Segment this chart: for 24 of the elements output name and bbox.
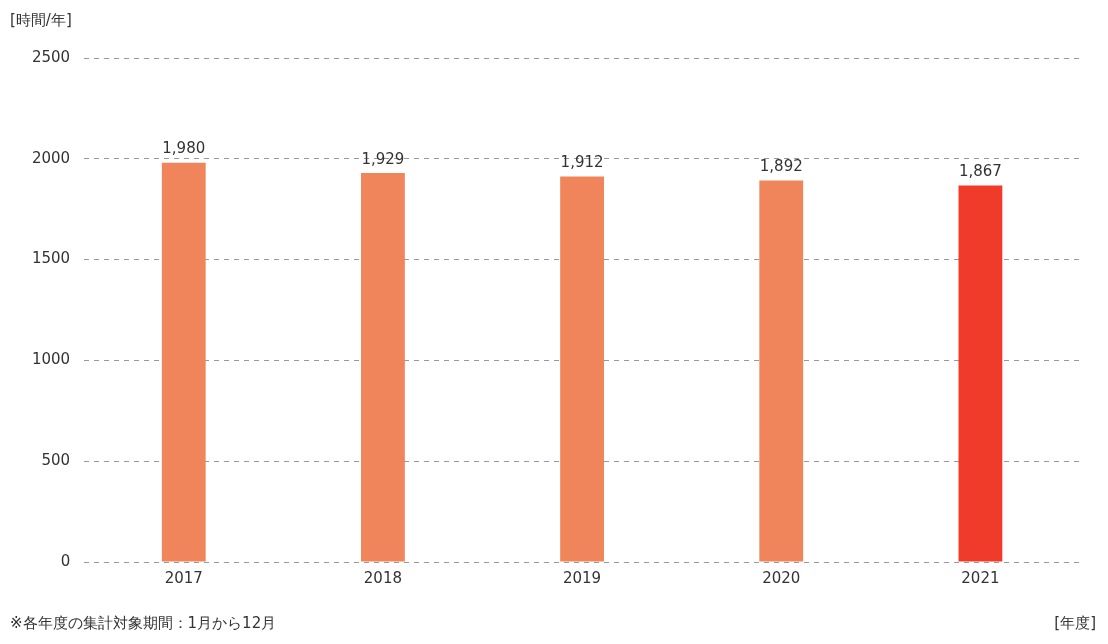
bar: [161, 162, 206, 562]
x-tick-label: 2021: [961, 568, 1000, 587]
bar: [759, 180, 804, 562]
data-label: 1,929: [361, 149, 405, 168]
data-label: 1,867: [958, 162, 1002, 180]
y-tick-label: 1000: [31, 350, 71, 369]
x-tick-label: 2018: [363, 568, 403, 587]
data-label: 1,980: [162, 139, 206, 158]
y-axis-title: [時間/年]: [10, 11, 72, 30]
data-label: 1,892: [759, 156, 803, 175]
y-tick-label: 0: [60, 551, 71, 570]
y-tick-label: 500: [41, 451, 71, 470]
bar: [361, 173, 405, 562]
text: ※各年度の集計対象期間：1月から12月: [10, 614, 277, 633]
bar: [958, 185, 1003, 562]
x-tick-label: 2019: [562, 568, 602, 587]
y-tick-label: 2000: [31, 148, 71, 167]
y-tick-label: 1500: [31, 249, 71, 268]
x-tick-label: 2017: [164, 568, 203, 587]
x-tick-label: 2020: [762, 568, 801, 587]
data-label: 1,912: [560, 152, 604, 171]
bar: [560, 176, 604, 562]
y-tick-label: 2500: [31, 47, 71, 66]
x-axis-title: [年度]: [1054, 614, 1096, 633]
